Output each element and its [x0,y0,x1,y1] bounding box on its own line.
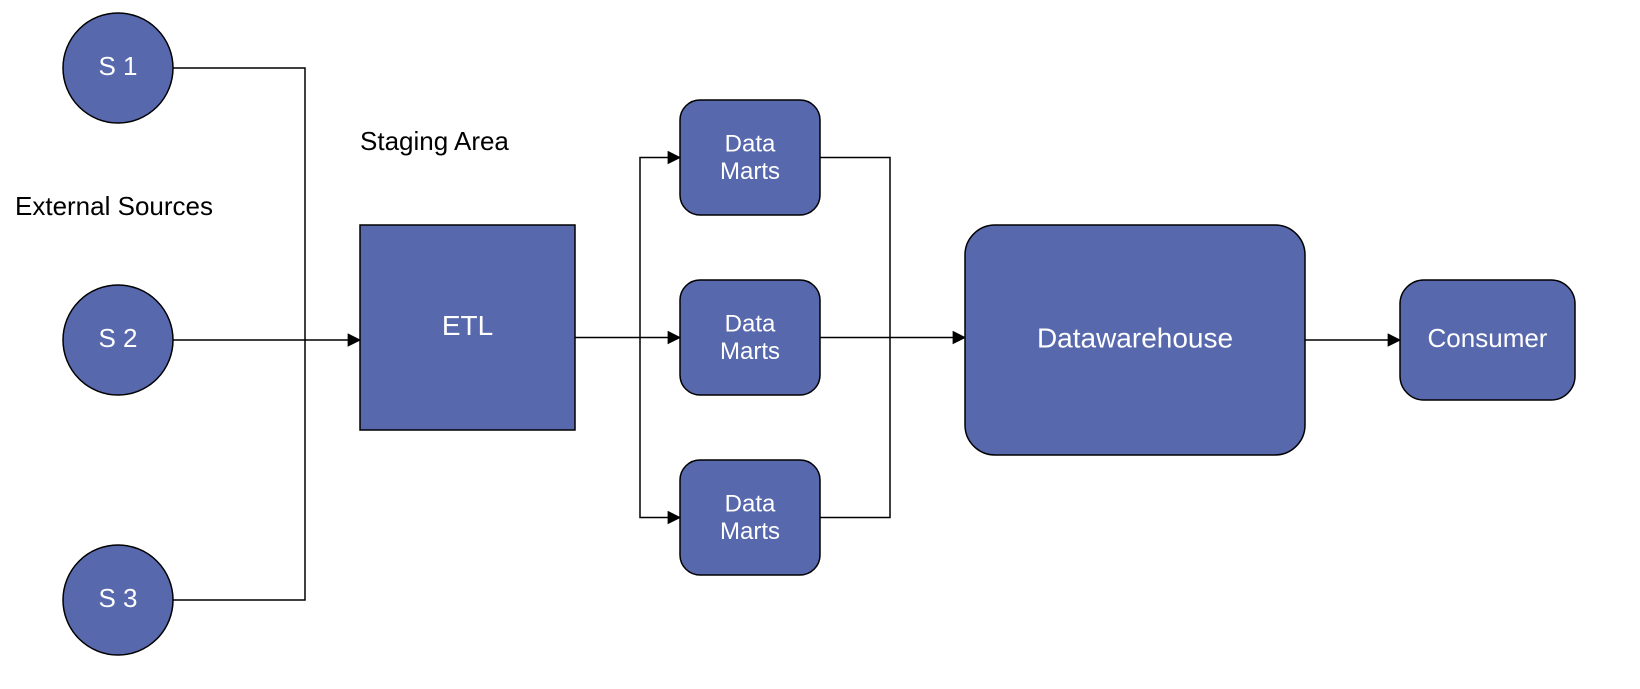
node-s3-label: S 3 [98,583,137,613]
node-dm2-label: DataMarts [720,311,780,366]
edge-s3-merge [173,340,305,600]
node-s1: S 1 [63,13,173,123]
node-dm3-label: DataMarts [720,491,780,546]
node-dm2: DataMarts [680,280,820,395]
edge-etl-to-dm3 [640,338,680,518]
edge-etl-to-dm1 [640,158,680,338]
node-s3: S 3 [63,545,173,655]
nodes-layer: S 1 S 2 S 3 ETL DataMarts DataMarts DataMarts D… [63,13,1575,655]
node-s2: S 2 [63,285,173,395]
edge-dm1-merge [820,158,890,338]
label-staging-area: Staging Area [360,126,509,156]
node-dm1: DataMarts [680,100,820,215]
node-s2-label: S 2 [98,323,137,353]
node-dw-label: Datawarehouse [1037,322,1233,353]
node-etl-label: ETL [442,310,493,341]
edge-dm3-merge [820,338,890,518]
node-consumer: Consumer [1400,280,1575,400]
node-dm1-label: DataMarts [720,131,780,186]
node-dm3: DataMarts [680,460,820,575]
node-consumer-label: Consumer [1428,323,1548,353]
node-etl: ETL [360,225,575,430]
label-external-sources: External Sources [15,191,213,221]
node-s1-label: S 1 [98,51,137,81]
node-dw: Datawarehouse [965,225,1305,455]
